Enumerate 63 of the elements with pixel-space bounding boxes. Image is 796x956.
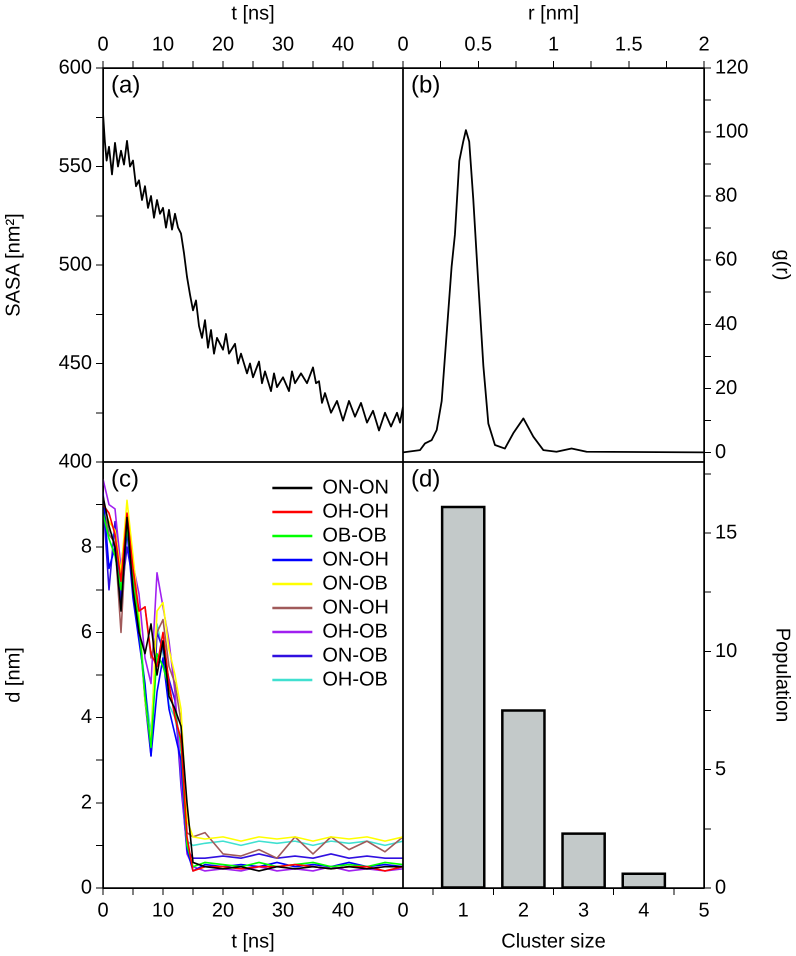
y-tick-label: 80 bbox=[715, 184, 738, 207]
legend-label: ON-OB bbox=[322, 572, 388, 595]
y-axis-title: Population bbox=[771, 628, 794, 722]
x-tick-label: 1.5 bbox=[614, 34, 643, 56]
x-tick-label: 30 bbox=[272, 900, 294, 922]
y-tick-label: 550 bbox=[58, 155, 92, 178]
y-tick-label: 20 bbox=[715, 376, 738, 399]
x-tick-label: 1 bbox=[458, 900, 469, 922]
legend-label: OH-OH bbox=[322, 500, 390, 523]
y-tick-label: 10 bbox=[715, 640, 738, 662]
y-tick-label: 5 bbox=[715, 758, 726, 780]
x-tick-label: 2 bbox=[518, 900, 529, 922]
y-tick-label: 4 bbox=[80, 706, 92, 728]
y-tick-label: 400 bbox=[58, 450, 92, 473]
x-axis-title: t [ns] bbox=[231, 2, 275, 25]
x-tick-label: 0 bbox=[97, 900, 109, 922]
x-tick-label: 0.5 bbox=[464, 34, 492, 56]
x-tick-label: 0 bbox=[397, 34, 409, 56]
x-tick-label: 40 bbox=[332, 34, 354, 56]
annotation: (b) bbox=[411, 72, 440, 99]
y-tick-label: 2 bbox=[80, 791, 92, 814]
x-axis-title: r [nm] bbox=[528, 2, 580, 25]
x-tick-label: 1 bbox=[548, 34, 560, 56]
y-tick-label: 40 bbox=[715, 312, 738, 335]
x-tick-label: 10 bbox=[152, 34, 174, 56]
legend-label: OB-OB bbox=[322, 524, 387, 547]
x-tick-label: 3 bbox=[578, 900, 590, 922]
x-tick-label: 0 bbox=[97, 34, 109, 56]
y-tick-label: 0 bbox=[715, 440, 726, 463]
y-axis-title: d [nm] bbox=[2, 647, 25, 703]
y-tick-label: 450 bbox=[58, 352, 92, 374]
y-tick-label: 8 bbox=[80, 536, 92, 558]
y-tick-label: 500 bbox=[58, 254, 92, 276]
legend-label: OH-OB bbox=[322, 668, 388, 691]
y-tick-label: 0 bbox=[715, 876, 726, 899]
legend-label: ON-ON bbox=[322, 476, 390, 499]
y-tick-label: 6 bbox=[80, 620, 92, 643]
x-tick-label: 0 bbox=[397, 900, 409, 922]
x-tick-label: 5 bbox=[698, 900, 710, 922]
legend-label: ON-OH bbox=[322, 596, 390, 619]
x-axis-title: Cluster size bbox=[501, 930, 606, 953]
y-axis-title: SASA [nm²] bbox=[2, 213, 25, 317]
legend-label: ON-OB bbox=[322, 644, 388, 667]
annotation: (c) bbox=[111, 466, 139, 493]
y-tick-label: 60 bbox=[715, 248, 738, 271]
x-tick-label: 10 bbox=[152, 900, 174, 922]
x-tick-label: 2 bbox=[698, 34, 710, 56]
y-tick-label: 15 bbox=[715, 522, 738, 544]
x-axis-title: t [ns] bbox=[231, 930, 275, 953]
legend-label: OH-OB bbox=[322, 620, 388, 643]
y-tick-label: 100 bbox=[715, 120, 748, 143]
y-axis-title: g(r) bbox=[771, 249, 794, 281]
y-tick-label: 0 bbox=[80, 876, 92, 899]
annotation: (a) bbox=[111, 72, 140, 99]
legend-label: ON-OH bbox=[322, 548, 390, 571]
x-tick-label: 40 bbox=[332, 900, 354, 922]
y-tick-label: 120 bbox=[715, 56, 748, 79]
x-tick-label: 20 bbox=[212, 900, 234, 922]
annotation: (d) bbox=[411, 466, 440, 493]
x-tick-label: 20 bbox=[212, 34, 234, 56]
x-tick-label: 30 bbox=[272, 34, 294, 56]
y-tick-label: 600 bbox=[58, 56, 92, 79]
x-tick-label: 4 bbox=[638, 900, 650, 922]
